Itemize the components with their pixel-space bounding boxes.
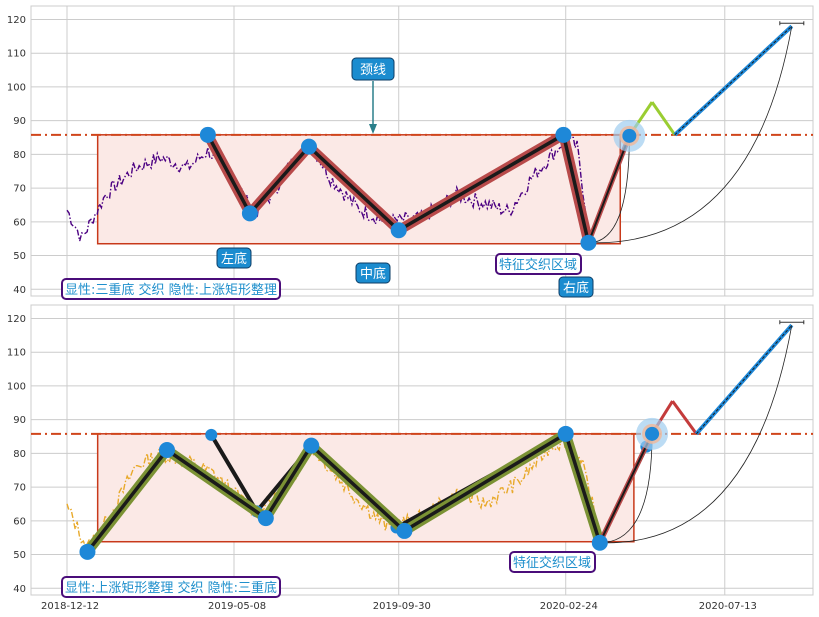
y-tick-label: 90 (13, 116, 26, 127)
left-bottom-callout: 左底 (216, 247, 252, 269)
y-tick-label: 50 (13, 550, 26, 561)
x-tick-label: 2020-07-13 (699, 601, 757, 612)
pattern-point (257, 510, 274, 527)
breakout-guide-curve (599, 433, 653, 544)
y-tick-label: 70 (13, 483, 26, 494)
pattern-point (79, 543, 96, 560)
y-tick-label: 40 (13, 584, 26, 595)
pattern-point (396, 522, 413, 539)
y-tick-label: 100 (7, 82, 26, 93)
left-bottom-label: 左底 (221, 251, 247, 267)
x-tick-label: 2019-05-08 (208, 601, 266, 612)
y-tick-label: 70 (13, 184, 26, 195)
right-bottom-label: 右底 (563, 280, 589, 296)
x-tick-label: 2020-02-24 (540, 601, 598, 612)
price-series-line (66, 135, 590, 242)
breakout-guide-curve (588, 135, 630, 244)
right-bottom-callout: 右底 (558, 276, 594, 298)
x-tick-label: 2018-12-12 (41, 601, 99, 612)
secondary-pattern-segment (209, 432, 259, 514)
top-feature-zone-callout: 特征交织区域 (495, 253, 582, 275)
target-guide-curve (599, 325, 793, 544)
rectangle-zone (96, 433, 635, 543)
middle-bottom-label: 中底 (360, 266, 386, 282)
bottom-summary-callout: 显性:上涨矩形整理 交织 隐性:三重底 (61, 576, 281, 598)
projection-pullback-segment (650, 101, 677, 136)
pattern-segment-core (165, 448, 268, 520)
middle-bottom-callout: 中底 (355, 262, 391, 284)
top-y-tick-labels: 40 50 60 70 80 90 100 110 120 (7, 15, 26, 296)
pattern-segment-core (307, 144, 401, 232)
pattern-segment-core (264, 443, 314, 520)
pattern-point (390, 222, 407, 239)
pattern-segment-core (85, 448, 169, 554)
pattern-segment-core (248, 144, 311, 216)
neckline-label-callout: 颈线 (351, 57, 395, 134)
pattern-segment-core (309, 443, 407, 533)
pattern-point (555, 126, 572, 143)
y-tick-label: 60 (13, 217, 26, 228)
pattern-point (303, 437, 320, 454)
bottom-summary-label: 显性:上涨矩形整理 交织 隐性:三重底 (65, 580, 277, 596)
bottom-panel: 40 50 60 70 80 90 100 110 120 2018-12-12 2019-05-… (7, 304, 814, 612)
top-feature-zone-label: 特征交织区域 (499, 257, 577, 273)
pattern-point (645, 426, 660, 441)
pattern-point (158, 442, 175, 458)
y-tick-label: 50 (13, 251, 26, 262)
y-tick-label: 110 (7, 49, 26, 60)
bottom-feature-zone-callout: 特征交织区域 (509, 551, 596, 573)
neckline-label: 颈线 (360, 63, 386, 78)
pattern-point (622, 128, 637, 143)
pattern-segment-core (402, 432, 568, 533)
y-tick-label: 100 (7, 381, 26, 392)
y-tick-label: 40 (13, 285, 26, 296)
pattern-segment-core (563, 432, 602, 545)
y-tick-label: 80 (13, 449, 26, 460)
pattern-segment-core (206, 133, 252, 216)
y-tick-label: 120 (7, 314, 26, 325)
pattern-point (199, 126, 216, 143)
pattern-point (591, 534, 608, 551)
bottom-plot-content (31, 320, 813, 560)
pattern-point (241, 205, 258, 222)
top-summary-callout: 显性:三重底 交织 隐性:上涨矩形整理 (61, 278, 281, 300)
top-summary-label: 显性:三重底 交织 隐性:上涨矩形整理 (65, 282, 277, 298)
projection-target-centerline (674, 25, 793, 136)
projection-pullback-segment (671, 400, 698, 435)
bottom-y-tick-labels: 40 50 60 70 80 90 100 110 120 (7, 314, 26, 595)
pattern-segment-core (561, 133, 591, 245)
target-guide-curve (588, 26, 793, 244)
y-tick-label: 90 (13, 415, 26, 426)
y-tick-label: 80 (13, 150, 26, 161)
pattern-point (557, 425, 574, 442)
top-panel: 40 50 60 70 80 90 100 110 120 颈线 左底 中底 右底 特征交织区域… (7, 5, 814, 300)
projection-target-centerline (695, 324, 793, 435)
pattern-segment-core (587, 134, 631, 244)
bottom-feature-zone-label: 特征交织区域 (513, 555, 591, 571)
target-bracket (779, 21, 805, 26)
pattern-point (300, 138, 317, 155)
top-gridlines (31, 6, 813, 296)
y-tick-label: 120 (7, 15, 26, 26)
secondary-pattern-point (205, 428, 218, 441)
y-tick-label: 110 (7, 348, 26, 359)
x-tick-label: 2019-09-30 (373, 601, 431, 612)
y-tick-label: 60 (13, 516, 26, 527)
top-plot-content (31, 21, 813, 251)
pattern-segment-core (396, 133, 566, 232)
target-bracket (779, 320, 805, 325)
pattern-segment-core (598, 432, 654, 544)
bottom-x-tick-labels: 2018-12-12 2019-05-08 2019-09-30 2020-02-24… (41, 601, 757, 612)
pattern-point (580, 234, 597, 251)
